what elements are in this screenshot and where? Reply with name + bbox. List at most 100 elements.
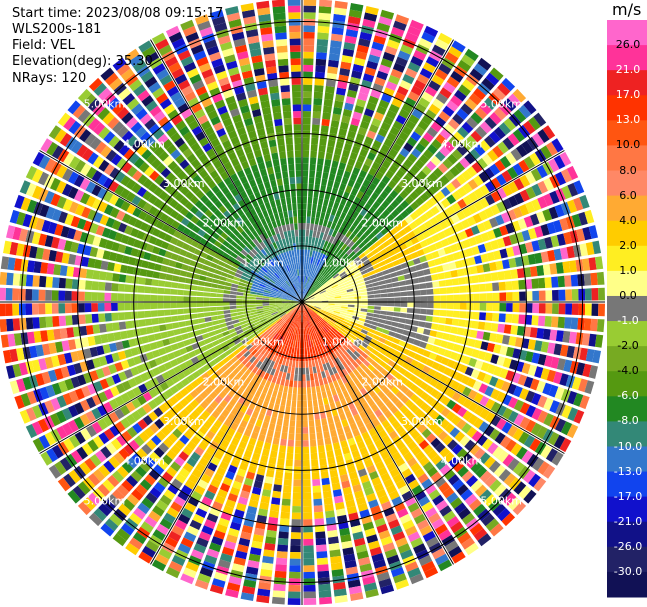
velocity-gate <box>150 302 158 310</box>
velocity-gate <box>18 288 26 301</box>
velocity-gate <box>353 256 361 263</box>
velocity-gate <box>332 288 340 292</box>
velocity-gate <box>319 458 327 466</box>
velocity-gate <box>112 121 125 134</box>
velocity-gate <box>62 168 74 182</box>
velocity-gate <box>435 265 444 273</box>
velocity-gate <box>368 54 381 64</box>
velocity-gate <box>446 76 460 88</box>
velocity-gate <box>290 373 294 381</box>
velocity-gate <box>85 195 96 208</box>
velocity-gate <box>283 211 289 219</box>
velocity-gate <box>207 179 217 189</box>
velocity-gate <box>292 236 296 244</box>
velocity-gate <box>241 70 253 79</box>
velocity-gate <box>317 32 329 40</box>
velocity-gate <box>283 117 292 125</box>
velocity-gate <box>243 145 253 155</box>
velocity-gate <box>325 234 332 242</box>
velocity-gate <box>291 230 295 237</box>
velocity-gate <box>213 121 224 132</box>
velocity-gate <box>296 347 300 355</box>
velocity-gate <box>173 268 181 276</box>
velocity-gate <box>39 316 47 329</box>
velocity-gate <box>374 298 381 302</box>
velocity-gate <box>326 290 334 294</box>
velocity-gate <box>269 236 275 244</box>
velocity-gate <box>278 211 284 220</box>
velocity-gate <box>195 131 206 142</box>
velocity-gate <box>240 63 252 73</box>
velocity-gate <box>372 281 380 287</box>
velocity-gate <box>329 126 339 135</box>
velocity-gate <box>157 310 165 317</box>
velocity-gate <box>253 149 262 158</box>
velocity-gate <box>486 293 493 301</box>
velocity-gate <box>103 131 116 144</box>
velocity-gate <box>347 291 354 295</box>
velocity-gate <box>559 151 572 167</box>
velocity-gate <box>313 498 323 506</box>
velocity-gate <box>407 91 420 102</box>
velocity-gate <box>267 208 273 216</box>
velocity-gate <box>404 185 414 195</box>
velocity-gate <box>507 133 520 146</box>
velocity-gate <box>246 202 254 211</box>
velocity-gate <box>330 222 337 230</box>
velocity-gate <box>503 270 512 280</box>
velocity-gate <box>333 292 341 295</box>
velocity-gate <box>582 258 591 271</box>
velocity-gate <box>291 250 295 257</box>
velocity-gate <box>168 31 183 44</box>
velocity-gate <box>534 252 543 264</box>
velocity-gate <box>295 256 298 263</box>
velocity-gate <box>444 170 455 181</box>
velocity-gate <box>352 235 359 243</box>
velocity-gate <box>224 317 232 323</box>
velocity-gate <box>269 243 275 251</box>
velocity-gate <box>325 85 335 94</box>
velocity-gate <box>39 275 47 288</box>
velocity-gate <box>373 286 380 291</box>
velocity-gate <box>291 294 297 299</box>
velocity-gate <box>203 302 210 307</box>
velocity-gate <box>360 288 367 293</box>
velocity-gate <box>131 182 142 194</box>
velocity-gate <box>318 378 324 386</box>
velocity-gate <box>271 288 278 293</box>
velocity-gate <box>474 234 484 245</box>
velocity-gate <box>170 302 177 309</box>
velocity-gate <box>113 139 125 152</box>
velocity-gate <box>264 201 271 210</box>
velocity-gate <box>191 279 199 285</box>
velocity-gate <box>202 246 211 254</box>
velocity-gate <box>411 148 422 159</box>
velocity-gate <box>302 223 306 230</box>
velocity-gate <box>316 45 328 53</box>
velocity-gate <box>323 99 333 107</box>
velocity-gate <box>354 105 365 114</box>
velocity-gate <box>340 61 352 70</box>
velocity-gate <box>514 256 523 267</box>
velocity-gate <box>302 453 310 461</box>
velocity-gate <box>495 214 505 226</box>
velocity-gate <box>317 285 324 291</box>
velocity-gate <box>131 103 144 116</box>
velocity-gate <box>112 57 127 71</box>
velocity-gate <box>374 267 382 274</box>
velocity-gate <box>245 124 256 133</box>
velocity-gate <box>318 260 323 267</box>
velocity-gate <box>159 179 170 190</box>
velocity-gate <box>565 215 576 229</box>
velocity-gate <box>289 565 301 573</box>
velocity-gate <box>279 405 285 413</box>
velocity-gate <box>120 200 131 212</box>
velocity-gate <box>259 241 266 249</box>
velocity-gate <box>461 121 474 134</box>
velocity-gate <box>286 288 293 294</box>
velocity-gate <box>118 144 130 156</box>
velocity-gate <box>264 216 271 224</box>
velocity-gate <box>443 271 452 279</box>
velocity-gate <box>137 302 145 310</box>
velocity-gate <box>217 284 225 290</box>
